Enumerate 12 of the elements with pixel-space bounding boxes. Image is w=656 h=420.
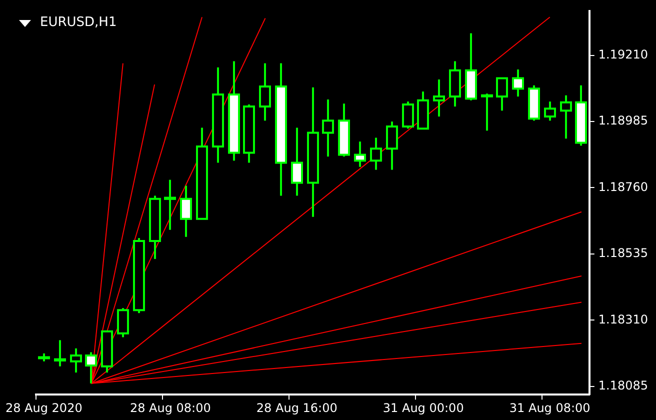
x-tick-label: 31 Aug 00:00 [382, 400, 464, 415]
y-tick-label: 1.18985 [598, 114, 648, 128]
x-tick-label: 28 Aug 08:00 [130, 400, 211, 415]
y-tick-label: 1.18760 [598, 180, 648, 194]
y-tick-label: 1.18535 [598, 246, 648, 260]
y-tick-label: 1.18085 [598, 378, 648, 392]
x-tick-label: 28 Aug 16:00 [256, 400, 338, 415]
chart-title: EURUSD,H1 [40, 15, 117, 30]
x-tick-label: 28 Aug 2020 [5, 400, 82, 415]
y-tick-label: 1.19210 [598, 47, 648, 62]
y-tick-label: 1.18310 [598, 312, 648, 326]
x-tick-label: 31 Aug 08:00 [509, 400, 590, 415]
